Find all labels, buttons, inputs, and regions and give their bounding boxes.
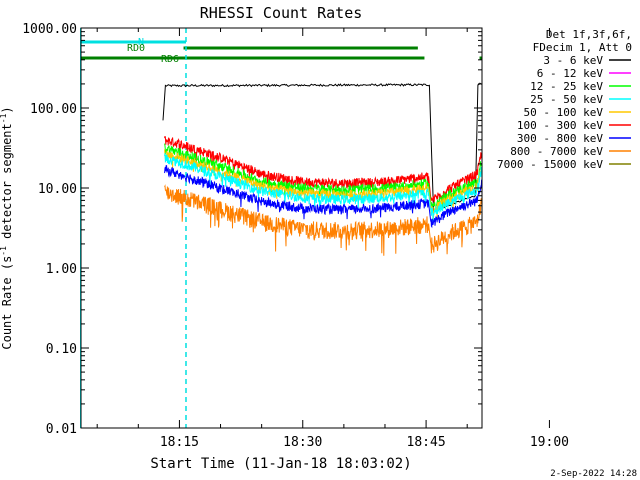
x-axis-label: Start Time (11-Jan-18 18:03:02) [150, 456, 411, 472]
legend-label-4: 50 - 100 keV [524, 106, 604, 119]
legend-label-2: 12 - 25 keV [530, 80, 603, 93]
x-tick-label-0: 18:15 [160, 435, 199, 450]
legend-header-1: FDecim 1, Att 0 [533, 41, 632, 54]
series-line-100-300-kev [164, 135, 483, 203]
legend-label-1: 6 - 12 keV [537, 67, 604, 80]
y-tick-label-4: 0.10 [46, 342, 77, 357]
series-line-50-100-kev [164, 149, 483, 220]
series-line-300-800-kev [164, 164, 483, 229]
plot-frame [80, 27, 483, 429]
x-tick-label-2: 18:45 [407, 435, 446, 450]
legend-header-0: Det 1f,3f,6f, [546, 28, 632, 41]
legend-label-7: 800 - 7000 keV [510, 145, 603, 158]
axes-layer: 1000.00 100.00 10.00 1.00 0.10 0.01 18:15 18:30… [22, 22, 569, 450]
series-line-3-6-kev [162, 82, 483, 213]
y-tick-label-1: 100.00 [30, 102, 77, 117]
y-axis-label: Count Rate (s-1 detector segment-1) [0, 106, 14, 349]
legend-label-3: 25 - 50 keV [530, 93, 603, 106]
legend-label-8: 7000 - 15000 keV [497, 158, 603, 171]
series-line-25-50-kev [164, 153, 482, 222]
flag-label-rd0: RD0 [127, 43, 145, 54]
y-tick-label-3: 1.00 [46, 262, 77, 277]
y-tick-label-0: 1000.00 [22, 22, 77, 37]
legend-label-0: 3 - 6 keV [543, 54, 603, 67]
x-tick-label-1: 18:30 [283, 435, 322, 450]
x-tick-label-3: 19:00 [530, 435, 569, 450]
flag-label-n: N [138, 37, 144, 48]
series-layer [162, 82, 483, 256]
chart-title: RHESSI Count Rates [200, 4, 363, 22]
flag-label-rd6: RD6 [161, 54, 179, 65]
y-tick-label-2: 10.00 [38, 182, 77, 197]
legend-label-5: 100 - 300 keV [517, 119, 603, 132]
date-stamp: 2-Sep-2022 14:28 [550, 469, 637, 479]
legend-label-6: 300 - 800 keV [517, 132, 603, 145]
series-line-12-25-kev [164, 143, 483, 211]
y-tick-label-5: 0.01 [46, 422, 77, 437]
series-line-800-7000-kev [164, 184, 483, 256]
